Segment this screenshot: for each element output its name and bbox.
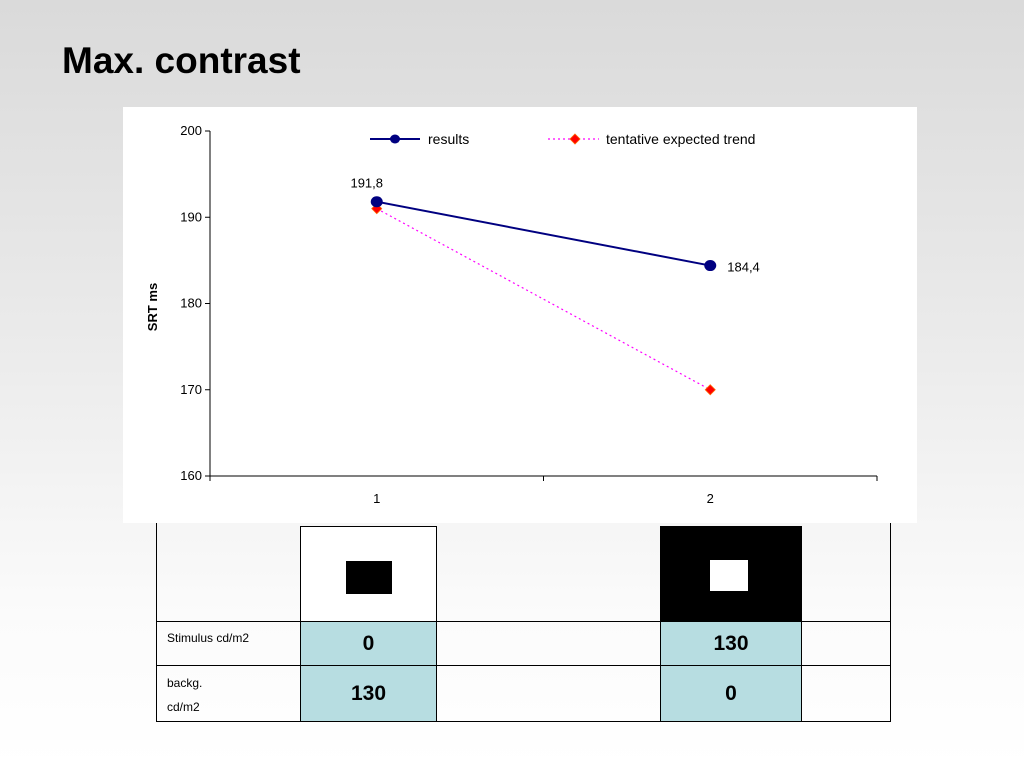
series-line [376, 208, 711, 391]
data-label: 184,4 [727, 260, 760, 275]
chart-series: 191,8 184,4 [350, 176, 760, 396]
y-tick-label: 200 [180, 123, 202, 138]
y-tick-labels: 160 170 180 190 200 [180, 123, 202, 483]
condition-1-background-value: 130 [300, 665, 437, 722]
condition-table: Stimulus cd/m2 backg. cd/m2 0 130 130 0 [156, 523, 891, 722]
data-label: 191,8 [350, 176, 383, 191]
legend-label-results: results [428, 131, 469, 147]
y-tick-label: 180 [180, 296, 202, 311]
stimulus-row-label: Stimulus cd/m2 [167, 631, 250, 645]
x-tick-label: 2 [707, 491, 714, 506]
data-point [370, 196, 383, 208]
condition-2-swatch [660, 526, 802, 622]
slide-title: Max. contrast [62, 40, 301, 81]
data-point [704, 384, 716, 396]
x-tick-label: 1 [373, 491, 380, 506]
background-row-label-line1: backg. [167, 676, 203, 690]
condition-1-stimulus-value: 0 [300, 621, 437, 666]
condition-2-stimulus-square [710, 560, 748, 591]
condition-1-swatch [300, 526, 437, 622]
y-tick-label: 190 [180, 209, 202, 224]
chart-legend: results tentative expected trend [370, 131, 755, 147]
row-divider [157, 665, 890, 666]
condition-2-stimulus-value: 130 [660, 621, 802, 666]
condition-1-stimulus-square [346, 561, 392, 594]
legend-marker-results [390, 134, 400, 144]
data-point [704, 260, 717, 272]
series-line [376, 200, 711, 267]
y-axis-title: SRT ms [145, 283, 160, 331]
condition-2-background-value: 0 [660, 665, 802, 722]
row-divider [157, 621, 890, 622]
legend-marker-trend [569, 133, 581, 145]
legend-label-trend: tentative expected trend [606, 131, 755, 147]
y-tick-label: 170 [180, 382, 202, 397]
y-tick-label: 160 [180, 468, 202, 483]
background-row-label-line2: cd/m2 [167, 700, 200, 714]
chart-axes [205, 130, 878, 481]
